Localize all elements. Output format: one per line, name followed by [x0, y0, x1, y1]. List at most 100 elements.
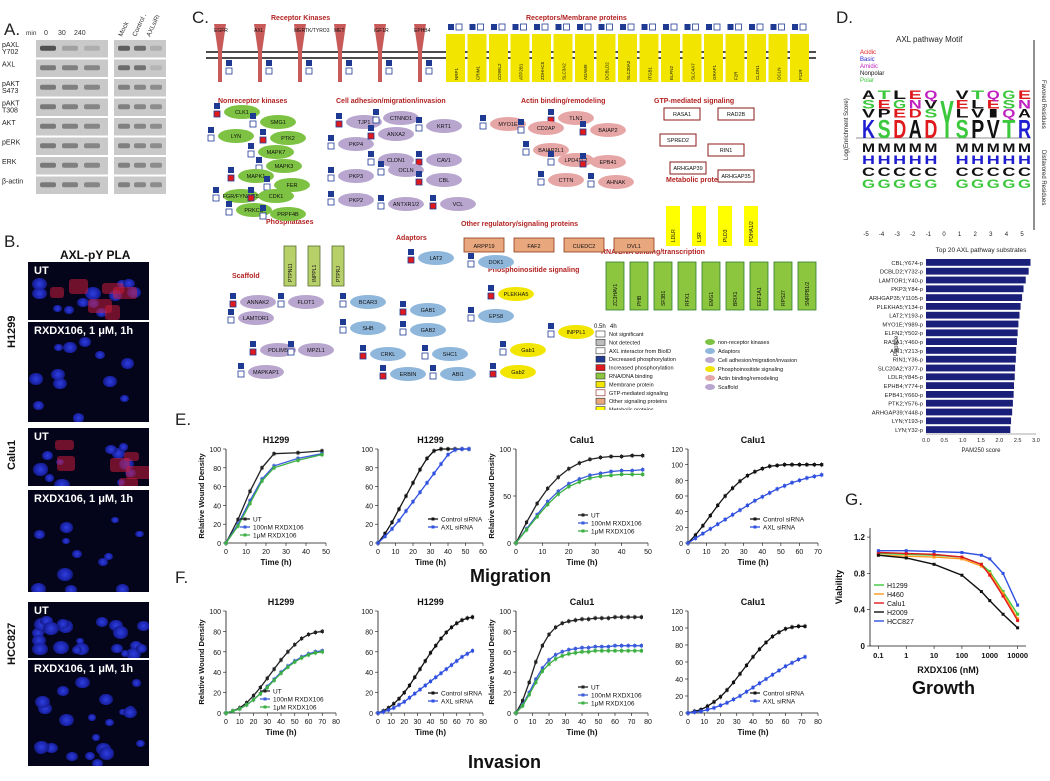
section-gtp: GTP-mediated signaling — [654, 98, 734, 105]
data-point — [444, 667, 448, 671]
viability-chart: 0 0.4 0.8 1.2 0.1 1 10 100 1000 10000 RXDX106 (nM)… — [834, 528, 1028, 675]
data-point — [757, 647, 762, 651]
data-point — [251, 698, 256, 702]
motif-letter: V — [924, 97, 937, 111]
data-point — [423, 659, 427, 663]
phospho-box — [208, 127, 214, 133]
bar-category-label: EPB41;Y660-p — [885, 393, 923, 399]
data-point — [397, 703, 401, 707]
actin-label: AHNAK — [607, 180, 626, 186]
motif-letter-disfavored: M — [909, 141, 922, 155]
bar — [926, 276, 1026, 284]
wb-band — [150, 65, 162, 71]
legend-swatch — [595, 372, 606, 380]
data-point — [470, 649, 475, 653]
adaptor-node — [390, 367, 426, 381]
section-phosphoinositide: Phosphoinositide signaling — [488, 267, 579, 274]
network-diagram: Receptor Kinases Receptors/Membrane prot… — [196, 10, 826, 422]
phospho-box — [587, 180, 595, 188]
adaptor-label: SHB — [362, 326, 374, 332]
wb-band — [118, 143, 130, 149]
pla-condition-label: UT — [34, 265, 49, 277]
bar-category-label: LAT2;Y193-p — [889, 314, 923, 320]
wb-band — [150, 104, 162, 110]
phospho-box — [264, 176, 270, 182]
adaptor-node — [440, 367, 476, 381]
data-point — [606, 645, 610, 649]
phospho-box — [421, 352, 429, 360]
phospho-box — [288, 341, 294, 347]
bar-category-label: RIN1;Y36-p — [893, 358, 923, 364]
nucleus — [122, 706, 137, 718]
data-point — [738, 508, 742, 512]
data-point — [630, 472, 634, 476]
wb-band — [84, 104, 100, 110]
wb-band — [118, 104, 130, 110]
data-point — [904, 556, 908, 560]
adhesion-label: TJP1 — [358, 120, 371, 126]
y-tick-label: 0.4 — [854, 606, 866, 615]
data-point — [407, 696, 412, 700]
legend-label: 100nM RXDX106 — [591, 693, 642, 700]
data-point — [979, 553, 983, 557]
wb-band — [62, 104, 78, 110]
legend-label: 100nM RXDX106 — [273, 697, 324, 704]
y-axis-label: Relative Wound Density — [487, 453, 496, 539]
phospho-box — [327, 142, 335, 150]
motif-letter-disfavored: G — [909, 177, 922, 191]
adaptor-label: GAB1 — [421, 308, 436, 314]
motif-legend-item: Acidic — [860, 50, 876, 56]
legend-label: H1299 — [887, 583, 908, 590]
data-point — [392, 706, 396, 710]
data-point — [764, 677, 768, 681]
x-tick-label: 0 — [376, 719, 380, 726]
data-point — [782, 484, 787, 488]
rna-node — [797, 261, 817, 311]
data-point — [272, 452, 276, 456]
data-point — [286, 665, 290, 669]
phospho-box — [378, 161, 384, 167]
wb-band — [150, 162, 162, 168]
motif-letter-disfavored: M — [924, 141, 937, 155]
bar — [926, 382, 1014, 389]
motif-letter: K — [862, 114, 875, 144]
pla-signal — [118, 477, 138, 486]
panel-label-f: F. — [175, 568, 189, 587]
wb-band — [40, 123, 56, 129]
data-point — [876, 549, 880, 553]
section-actin: Actin binding/remodeling — [521, 98, 605, 105]
x-tick-label: 40 — [758, 549, 766, 556]
phospho-box — [229, 300, 237, 308]
motif-letter: S — [956, 114, 969, 144]
data-point — [397, 507, 401, 511]
phospho-box — [339, 326, 347, 334]
rna-label: EEF1A1 — [757, 287, 763, 306]
other-reg-label: ARPP19 — [473, 244, 494, 250]
data-point — [820, 463, 824, 467]
x-tick-label: 20 — [400, 719, 408, 726]
rna-label: ZC3HAV1 — [613, 284, 619, 306]
wb-band — [62, 45, 78, 51]
data-point — [556, 475, 560, 479]
membrane-protein-label: CRIM1 — [476, 66, 481, 80]
pi-label: Gab2 — [511, 370, 524, 376]
scaffold-label: PDLIM5 — [268, 348, 288, 354]
wb-band — [84, 143, 100, 149]
legend-marker — [581, 521, 585, 525]
wb-band — [150, 123, 162, 129]
legend-label: HCC827 — [887, 619, 914, 626]
data-point — [540, 669, 544, 673]
data-point — [731, 697, 736, 701]
pla-image: RXDX106, 1 μM, 1h — [28, 660, 149, 766]
y-tick-label: 40 — [503, 670, 511, 677]
y-tick-label: 20 — [365, 522, 373, 529]
series-line — [687, 464, 822, 544]
motif-letter: L — [893, 88, 906, 102]
motif-letter-disfavored: H — [987, 153, 1000, 167]
phospho-box — [684, 24, 691, 30]
phospho-box — [538, 171, 544, 177]
data-point — [904, 554, 908, 558]
data-point — [560, 650, 564, 654]
bar — [926, 267, 1029, 275]
phospho-box — [408, 249, 414, 255]
